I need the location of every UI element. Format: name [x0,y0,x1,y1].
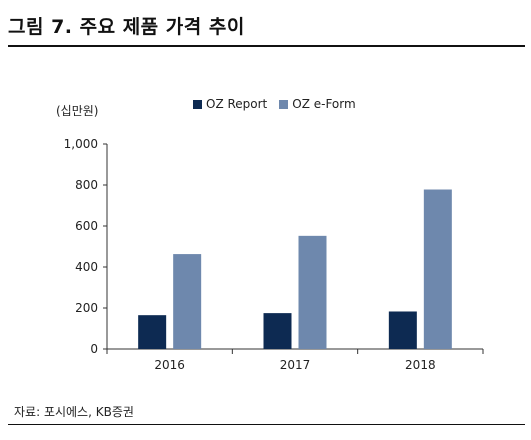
legend-label-oz-report: OZ Report [206,97,268,111]
y-tick-label: 1,000 [64,137,98,151]
bar-oz-report-2018 [388,311,417,349]
bar-oz-eform-2017 [298,235,327,349]
y-tick-label: 0 [90,342,98,356]
bar-oz-report-2016 [138,315,167,349]
legend-item-oz-report: OZ Report [193,97,267,111]
legend-swatch-oz-report [193,99,202,109]
x-tick-label: 2016 [154,358,185,372]
title-rule [8,45,525,47]
legend-item-oz-eform: OZ e-Form [279,97,356,111]
y-tick-label: 600 [75,219,98,233]
chart-legend: OZ Report OZ e-Form [193,97,368,111]
bar-oz-report-2017 [263,313,292,349]
y-tick-label: 200 [75,301,98,315]
source-note: 자료: 포시에스, KB증권 [14,405,134,419]
x-tick-label: 2017 [280,358,311,372]
bar-oz-eform-2018 [423,189,452,349]
y-unit-label: (십만원) [56,104,99,118]
bottom-rule [8,424,525,425]
y-tick-label: 800 [75,178,98,192]
figure-title: 그림 7. 주요 제품 가격 추이 [8,16,245,38]
bar-oz-eform-2016 [173,254,202,349]
legend-label-oz-eform: OZ e-Form [292,97,356,111]
legend-swatch-oz-eform [279,99,289,109]
y-tick-label: 400 [75,260,98,274]
x-tick-label: 2018 [405,358,436,372]
